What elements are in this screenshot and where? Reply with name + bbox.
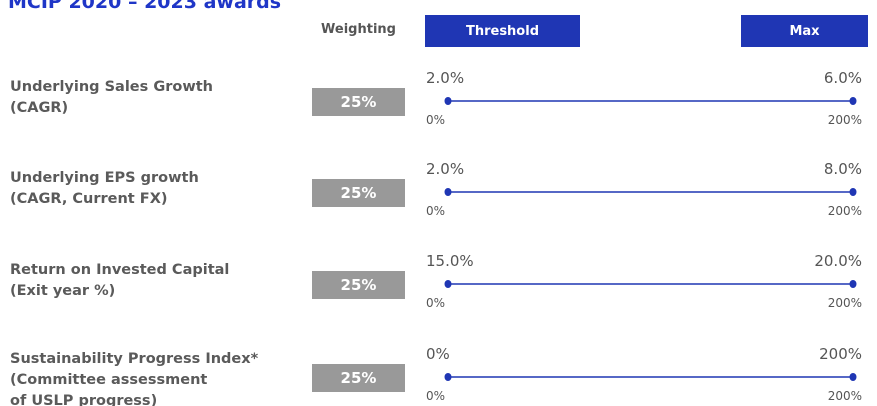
range-end bbox=[849, 373, 857, 381]
row-label: Underlying EPS growth bbox=[10, 170, 199, 186]
vest-min: 0% bbox=[426, 204, 446, 218]
weighting: 25% bbox=[312, 364, 405, 392]
title: MCIP 2020 – 2023 awards bbox=[8, 0, 282, 13]
range-end bbox=[849, 97, 857, 105]
threshold-value: 2.0% bbox=[426, 69, 465, 87]
vest-max: 200% bbox=[827, 113, 862, 127]
vest-min: 0% bbox=[426, 113, 446, 127]
row-label: Sustainability Progress Index* bbox=[10, 351, 259, 367]
max-header: Max bbox=[741, 15, 868, 47]
vest-max: 200% bbox=[827, 389, 862, 403]
row-label: of USLP progress) bbox=[10, 393, 158, 406]
weighting: 25% bbox=[312, 271, 405, 299]
range-start bbox=[444, 373, 452, 381]
row-label: Return on Invested Capital bbox=[10, 262, 230, 278]
max-value: 20.0% bbox=[814, 252, 862, 270]
threshold-value: 15.0% bbox=[426, 252, 474, 270]
row-label: (CAGR) bbox=[10, 100, 69, 116]
range-start bbox=[444, 188, 452, 196]
range-start bbox=[444, 280, 452, 288]
range-start bbox=[444, 97, 452, 105]
vest-max: 200% bbox=[827, 296, 862, 310]
vest-min: 0% bbox=[426, 296, 446, 310]
max-value: 8.0% bbox=[823, 160, 862, 178]
weighting: 25% bbox=[312, 88, 405, 116]
max-value: 200% bbox=[819, 345, 862, 363]
threshold-value: 2.0% bbox=[426, 160, 465, 178]
max-value: 6.0% bbox=[823, 69, 862, 87]
row-label: (Committee assessment bbox=[10, 372, 208, 388]
weighting-header: Weighting bbox=[321, 22, 396, 37]
weighting: 25% bbox=[312, 179, 405, 207]
range-end bbox=[849, 280, 857, 288]
row-label: (CAGR, Current FX) bbox=[10, 191, 168, 207]
range-end bbox=[849, 188, 857, 196]
threshold-header: Threshold bbox=[425, 15, 580, 47]
vest-max: 200% bbox=[827, 204, 862, 218]
vest-min: 0% bbox=[426, 389, 446, 403]
row-label: Underlying Sales Growth bbox=[10, 79, 213, 95]
row-label: (Exit year %) bbox=[10, 283, 116, 299]
threshold-value: 0% bbox=[426, 345, 450, 363]
